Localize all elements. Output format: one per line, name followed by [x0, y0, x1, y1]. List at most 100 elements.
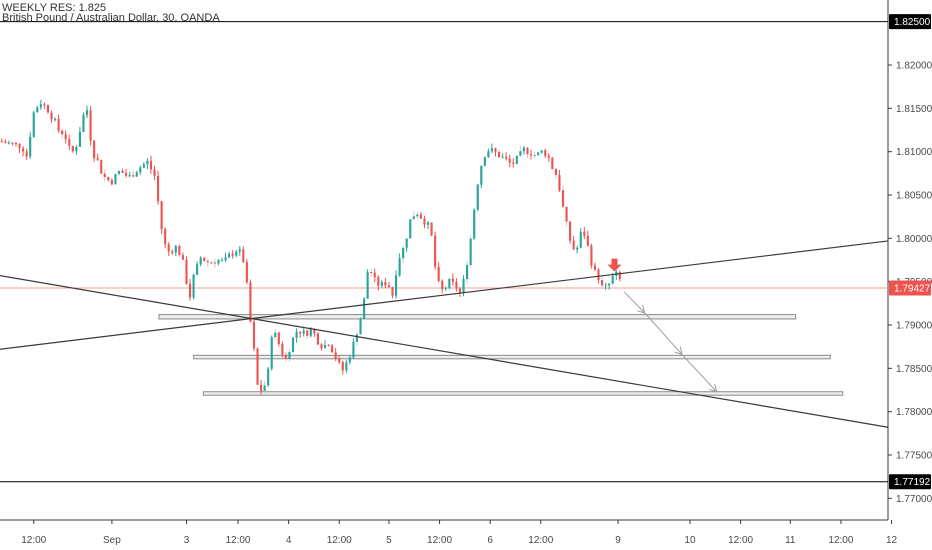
trendline-1[interactable]: [0, 275, 889, 428]
candle: [561, 185, 565, 208]
candle: [245, 259, 248, 285]
candle: [4, 139, 7, 144]
candle: [231, 249, 234, 259]
candle: [288, 349, 291, 362]
candle: [110, 178, 113, 186]
price-tick-label: 1.79000: [896, 321, 932, 332]
candle: [590, 243, 593, 269]
candle: [203, 257, 206, 262]
candle: [156, 170, 160, 205]
candle: [537, 151, 540, 156]
time-tick-label: 4: [286, 535, 292, 546]
support-zone-2[interactable]: [193, 354, 831, 360]
candle: [618, 270, 621, 282]
candle: [398, 253, 401, 277]
candle: [522, 146, 525, 155]
candle: [583, 226, 586, 240]
candle: [448, 278, 451, 290]
candle: [7, 140, 10, 145]
candle: [352, 338, 355, 359]
trendlines: [0, 240, 889, 428]
chart-title: WEEKLY RES: 1.825: [2, 2, 106, 14]
time-tick-label: 12:00: [225, 535, 250, 546]
candle: [377, 275, 380, 291]
candle: [29, 131, 32, 159]
candle: [14, 142, 18, 147]
candle: [146, 158, 149, 170]
candle: [25, 148, 28, 161]
projection-segment-2[interactable]: [644, 312, 682, 355]
candle: [469, 236, 472, 267]
price-tick-label: 1.78000: [896, 407, 932, 418]
candle: [579, 228, 582, 249]
candle: [125, 169, 128, 178]
candle: [544, 148, 547, 159]
time-tick-label: 12:00: [528, 535, 553, 546]
candle: [515, 155, 518, 165]
candle: [480, 165, 483, 189]
candle: [320, 343, 323, 351]
projection-segment-1[interactable]: [623, 291, 644, 313]
candle: [316, 332, 319, 346]
candle: [600, 276, 604, 290]
candle: [93, 139, 96, 162]
candle: [402, 245, 405, 263]
candle: [483, 156, 486, 167]
candle: [22, 146, 25, 157]
support-zone-1[interactable]: [158, 314, 797, 320]
candle: [75, 144, 78, 155]
candle: [228, 251, 231, 258]
candle: [558, 170, 561, 193]
time-tick-label: 6: [487, 535, 493, 546]
candle: [174, 244, 177, 257]
candle: [252, 317, 256, 352]
candle: [437, 262, 440, 283]
candle: [256, 346, 259, 386]
price-tags: 1.82500 1.79427 1.77192: [889, 14, 931, 490]
price-tick-label: 1.77000: [896, 494, 932, 505]
candle: [345, 359, 348, 373]
candle: [380, 279, 383, 288]
candle: [608, 282, 611, 290]
support-zone-3[interactable]: [202, 391, 844, 396]
candle: [196, 261, 199, 276]
candle: [434, 231, 437, 270]
candle: [46, 103, 50, 116]
time-tick-label: 11: [785, 535, 796, 546]
candle: [220, 257, 224, 262]
candle: [39, 99, 42, 110]
candle: [426, 220, 430, 230]
price-tick-label: 1.82000: [896, 61, 932, 72]
candle: [508, 154, 511, 168]
candle: [323, 340, 327, 349]
time-tick-label: 12:00: [327, 535, 352, 546]
candle: [206, 258, 209, 268]
candle: [526, 146, 529, 159]
candle: [444, 286, 447, 291]
candle: [68, 134, 71, 150]
price-tag: 1.79427: [889, 280, 931, 296]
price-tick-label: 1.81500: [896, 104, 932, 115]
candle: [501, 153, 504, 159]
candle: [458, 287, 462, 297]
trendline-2[interactable]: [0, 240, 889, 350]
candle: [139, 165, 142, 176]
candle: [128, 171, 131, 178]
candle: [181, 252, 184, 260]
candle: [419, 211, 422, 220]
candle: [384, 277, 387, 289]
down-arrow-icon[interactable]: [607, 258, 622, 272]
candle: [512, 158, 515, 168]
support-zones: [158, 314, 844, 396]
price-tag-label: 1.79427: [894, 283, 931, 294]
candle: [331, 343, 334, 353]
time-tick-label: 12:00: [427, 535, 452, 546]
candle: [100, 159, 103, 174]
candle: [32, 110, 35, 138]
projection-segment-3[interactable]: [681, 354, 717, 391]
candle: [160, 200, 163, 235]
price-tick-label: 1.77500: [896, 451, 932, 462]
candle: [327, 344, 330, 347]
projection-path: [623, 291, 717, 392]
